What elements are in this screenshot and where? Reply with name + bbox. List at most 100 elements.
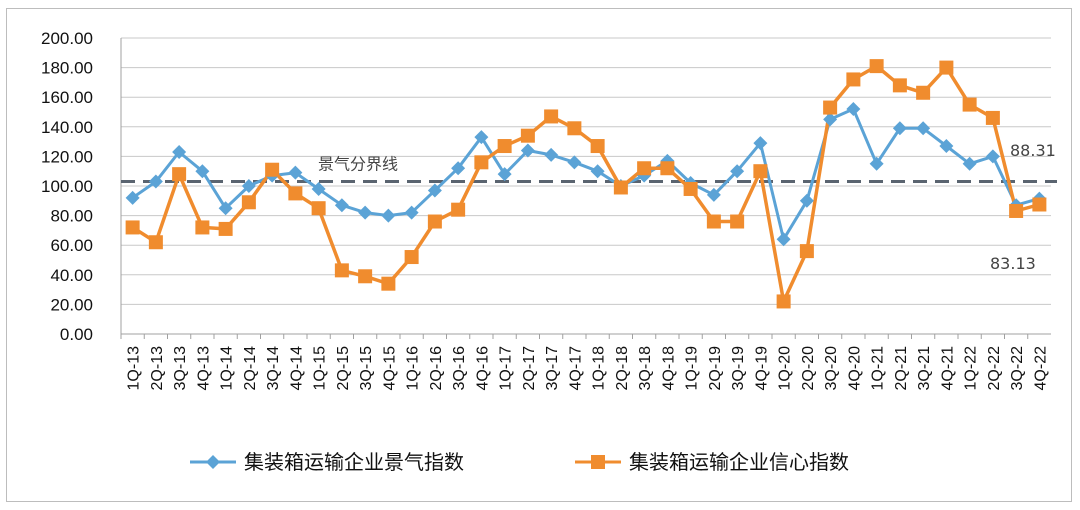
data-point (660, 161, 675, 176)
data-point (218, 221, 233, 236)
data-point (381, 276, 396, 291)
data-point (172, 144, 187, 159)
data-point (962, 97, 977, 112)
data-point (799, 244, 814, 259)
data-point (358, 205, 373, 220)
data-point (311, 201, 326, 216)
x-tick-label: 2Q-18 (614, 346, 631, 391)
data-point (497, 139, 512, 154)
x-tick-label: 1Q-16 (405, 346, 422, 391)
data-point (916, 121, 931, 136)
x-tick-label: 1Q-22 (963, 346, 980, 391)
data-point (520, 128, 535, 143)
x-tick-label: 3Q-17 (544, 346, 561, 391)
y-tick-label: 40.00 (50, 266, 93, 285)
x-tick-label: 1Q-14 (219, 346, 236, 391)
data-point (334, 198, 349, 213)
data-point (939, 139, 954, 154)
data-point (985, 149, 1000, 164)
x-tick-label: 2Q-20 (800, 346, 817, 391)
series-lines (131, 64, 1040, 304)
y-tick-label: 20.00 (50, 295, 93, 314)
x-tick-label: 2Q-19 (707, 346, 724, 391)
y-tick-label: 120.00 (41, 147, 93, 166)
data-point (474, 130, 489, 145)
data-point (288, 186, 303, 201)
data-point (195, 164, 210, 179)
x-tick-label: 1Q-15 (312, 346, 329, 391)
data-point (939, 60, 954, 75)
data-point (590, 164, 605, 179)
x-tick-label: 4Q-17 (567, 346, 584, 391)
data-point (311, 181, 326, 196)
series-line-1 (131, 64, 1040, 304)
data-point (381, 208, 396, 223)
x-tick-label: 1Q-20 (777, 346, 794, 391)
x-tick-label: 4Q-21 (939, 346, 956, 391)
data-point (869, 59, 884, 74)
data-point (706, 187, 721, 202)
y-tick-label: 200.00 (41, 29, 93, 48)
data-point (706, 214, 721, 229)
data-point (753, 136, 768, 151)
data-point (195, 220, 210, 235)
data-point (776, 232, 791, 247)
x-tick-label: 2Q-17 (521, 346, 538, 391)
legend-marker (591, 455, 605, 469)
legend-marker (206, 455, 220, 469)
x-tick-label: 4Q-14 (288, 346, 305, 391)
data-point (962, 156, 977, 171)
x-tick-label: 2Q-22 (986, 346, 1003, 391)
x-axis-ticks: 1Q-13 2Q-13 3Q-13 4Q-13 1Q-14 2Q-14 3Q-14 4Q-14… (120, 334, 1049, 391)
x-tick-label: 1Q-21 (870, 346, 887, 391)
x-tick-label: 3Q-22 (1009, 346, 1026, 391)
data-point (125, 220, 140, 235)
y-axis-ticks: 0.00 20.00 40.00 60.00 80.00 100.00 120.00 140.… (41, 29, 93, 344)
data-point (730, 214, 745, 229)
legend: 集装箱运输企业景气指数 集装箱运输企业信心指数 (190, 450, 849, 474)
data-point (590, 139, 605, 154)
x-tick-label: 4Q-15 (381, 346, 398, 391)
data-point (404, 250, 419, 265)
x-tick-label: 3Q-18 (637, 346, 654, 391)
data-point (567, 155, 582, 170)
data-point (288, 165, 303, 180)
legend-label: 集装箱运输企业景气指数 (244, 450, 464, 474)
data-point (241, 179, 256, 193)
series-markers (125, 59, 1047, 309)
x-tick-label: 1Q-19 (684, 346, 701, 391)
data-point (427, 214, 442, 229)
data-point (823, 112, 838, 127)
data-point (753, 164, 768, 179)
x-tick-label: 4Q-22 (1032, 346, 1049, 391)
data-point (799, 193, 814, 208)
data-point (265, 162, 280, 177)
data-point (474, 155, 489, 170)
data-point (637, 161, 652, 176)
x-tick-label: 3Q-16 (451, 346, 468, 391)
x-tick-label: 3Q-20 (823, 346, 840, 391)
x-tick-label: 2Q-15 (335, 346, 352, 391)
x-tick-label: 3Q-19 (730, 346, 747, 391)
x-tick-label: 1Q-13 (126, 346, 143, 391)
y-tick-label: 180.00 (41, 59, 93, 78)
data-point (730, 164, 745, 179)
annotation-label: 88.31 (1010, 141, 1056, 160)
grid-lines (120, 37, 1051, 335)
data-point (916, 85, 931, 100)
annotation-label: 83.13 (990, 254, 1036, 273)
data-point (451, 161, 466, 176)
data-point (427, 183, 442, 198)
x-tick-label: 3Q-15 (358, 346, 375, 391)
y-tick-label: 0.00 (60, 325, 93, 344)
x-tick-label: 2Q-14 (242, 346, 259, 391)
x-tick-label: 1Q-17 (498, 346, 515, 391)
data-point (544, 147, 559, 162)
data-point (613, 180, 628, 195)
y-tick-label: 140.00 (41, 118, 93, 137)
data-point (520, 143, 535, 158)
x-tick-label: 4Q-16 (474, 346, 491, 391)
annotations: 88.31 83.13 (990, 141, 1056, 273)
data-point (823, 100, 838, 115)
